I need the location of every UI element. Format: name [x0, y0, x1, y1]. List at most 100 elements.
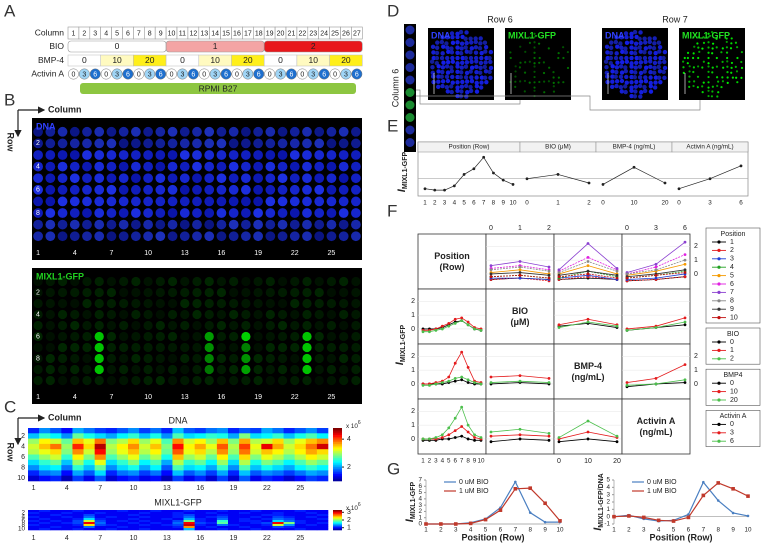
well	[57, 320, 68, 331]
point	[498, 508, 503, 512]
well	[277, 320, 288, 331]
bmp4-level: 0	[278, 55, 283, 65]
heatmap-cell	[316, 524, 329, 527]
heatmap-cell	[39, 514, 51, 517]
well	[119, 320, 129, 331]
well	[106, 375, 117, 386]
well	[70, 353, 80, 364]
point	[547, 269, 551, 273]
heatmap-cell	[61, 524, 73, 527]
heatmap-cell	[239, 428, 251, 434]
point	[460, 405, 464, 409]
heatmap-cell	[39, 428, 51, 434]
colorbar-step	[333, 510, 342, 512]
cell	[610, 84, 615, 90]
cell	[455, 64, 460, 69]
cell	[478, 60, 484, 66]
cell	[618, 41, 623, 46]
well	[119, 298, 129, 309]
panel-label: E	[387, 116, 398, 135]
well	[143, 353, 153, 364]
well	[179, 126, 190, 137]
cell	[445, 60, 451, 65]
well	[289, 219, 300, 230]
heatmap-cell	[39, 433, 51, 439]
heatmap-cell	[183, 518, 195, 521]
cell	[638, 79, 644, 84]
cell	[629, 85, 634, 90]
colorbar-step	[333, 477, 342, 480]
well	[70, 287, 80, 298]
cell	[464, 49, 469, 54]
well	[106, 126, 117, 137]
colorbar-step	[333, 513, 342, 515]
point	[518, 427, 522, 431]
point	[492, 171, 495, 175]
point	[434, 382, 438, 386]
well	[229, 331, 239, 342]
well	[82, 219, 92, 230]
heatmap-cell	[228, 510, 240, 513]
well	[204, 309, 214, 320]
x-tick-label: 0	[557, 458, 561, 465]
heatmap-cell	[316, 514, 329, 517]
well	[265, 161, 276, 172]
heatmap-cell	[205, 443, 218, 450]
point	[683, 316, 687, 320]
well	[45, 364, 55, 375]
x-tick-label: 10	[584, 458, 592, 465]
well	[351, 298, 361, 309]
factor-name: (Row)	[440, 262, 465, 272]
legend-marker	[717, 265, 721, 269]
well	[241, 231, 251, 242]
well	[155, 309, 165, 320]
heatmap-cell	[194, 512, 207, 515]
well	[253, 342, 263, 353]
heatmap-cell	[94, 438, 107, 445]
cell	[538, 61, 541, 64]
col-tick: 10	[130, 535, 138, 542]
col-tick: 4	[65, 485, 69, 492]
point	[447, 379, 451, 383]
cell	[688, 65, 691, 68]
well	[326, 364, 337, 375]
well	[118, 161, 129, 172]
heatmap-cell	[316, 443, 329, 450]
well	[69, 161, 80, 172]
heatmap-cell	[128, 428, 140, 434]
cell	[518, 66, 521, 69]
cell	[634, 60, 639, 66]
cell	[445, 70, 451, 75]
heatmap-cell	[183, 512, 195, 515]
well	[167, 208, 178, 218]
cell	[482, 75, 488, 80]
legend-label: 8	[730, 298, 734, 305]
well	[192, 208, 202, 218]
heatmap-cell	[39, 475, 51, 482]
well	[131, 342, 141, 353]
bmp4-level: 20	[243, 55, 253, 65]
cell	[440, 69, 445, 75]
well	[82, 208, 92, 218]
cell	[735, 76, 738, 79]
cell	[661, 69, 666, 75]
point	[547, 276, 551, 280]
point	[452, 184, 456, 188]
cell	[484, 55, 489, 61]
heatmap-cell	[205, 522, 218, 525]
heatmap-cell	[194, 465, 207, 471]
x-tick-label: 1	[421, 458, 425, 465]
heatmap-cell	[150, 518, 162, 521]
point	[641, 515, 646, 520]
cell	[478, 41, 483, 46]
cell	[711, 66, 714, 69]
matrix-cell	[553, 398, 623, 455]
well	[314, 184, 325, 195]
y-tick-label: 1	[418, 514, 422, 521]
cell	[605, 79, 610, 85]
row-tick: 10	[17, 475, 25, 482]
well	[118, 173, 129, 184]
activin-level: 6	[257, 71, 261, 78]
heatmap-cell	[239, 443, 251, 450]
heatmap-cell	[61, 433, 73, 439]
